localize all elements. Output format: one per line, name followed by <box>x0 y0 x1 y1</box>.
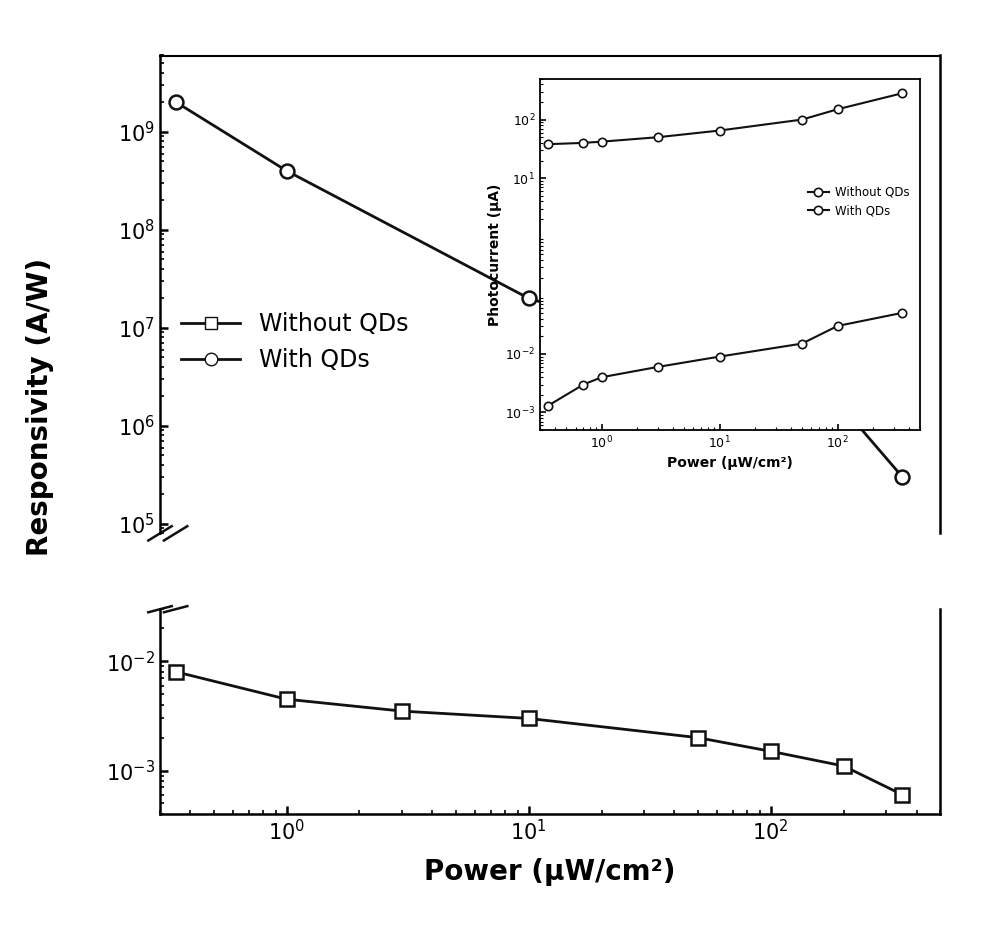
Without QDs <box>596 372 608 383</box>
Y-axis label: Photocurrent (μA): Photocurrent (μA) <box>488 183 502 326</box>
Without QDs <box>796 338 808 349</box>
Legend: Without QDs, With QDs: Without QDs, With QDs <box>803 181 914 222</box>
With QDs <box>896 88 908 99</box>
Without QDs <box>896 307 908 318</box>
With QDs <box>652 131 664 142</box>
Line: With QDs: With QDs <box>544 89 906 148</box>
With QDs <box>542 139 554 150</box>
With QDs <box>796 114 808 125</box>
Without QDs <box>832 320 844 331</box>
Without QDs <box>714 351 726 362</box>
With QDs <box>577 137 589 148</box>
X-axis label: Power (μW/cm²): Power (μW/cm²) <box>424 858 676 886</box>
Legend: Without QDs, With QDs: Without QDs, With QDs <box>172 302 418 381</box>
Without QDs <box>577 379 589 390</box>
With QDs <box>832 104 844 115</box>
With QDs <box>714 125 726 136</box>
Without QDs <box>542 401 554 412</box>
With QDs <box>596 136 608 147</box>
Text: Responsivity (A/W): Responsivity (A/W) <box>26 258 54 556</box>
Line: Without QDs: Without QDs <box>544 309 906 410</box>
Without QDs <box>652 362 664 373</box>
X-axis label: Power (μW/cm²): Power (μW/cm²) <box>667 456 793 470</box>
